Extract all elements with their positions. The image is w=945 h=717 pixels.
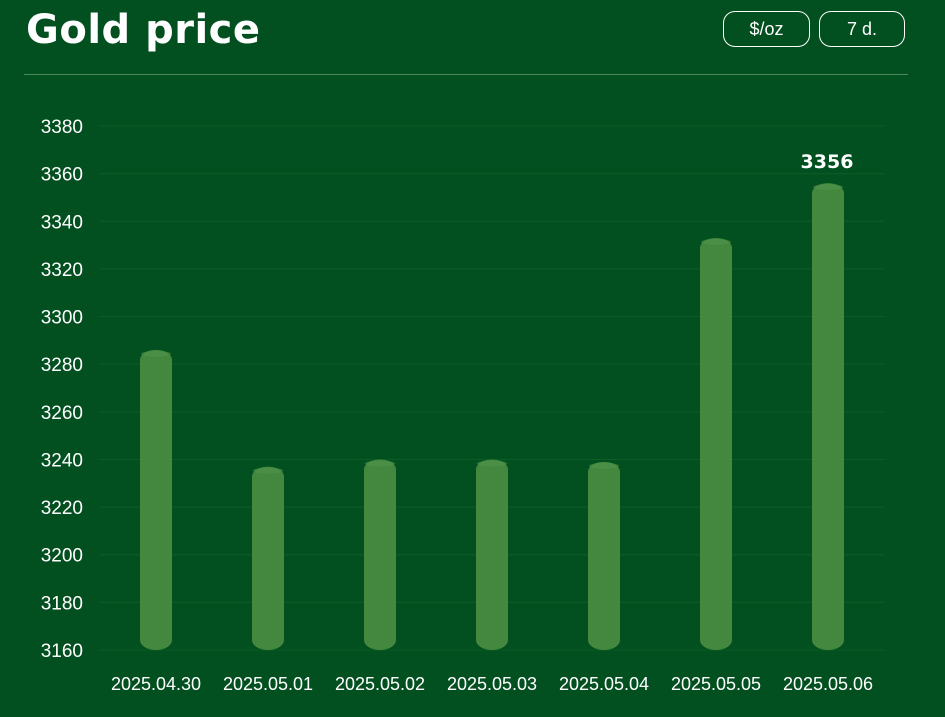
header-divider — [24, 74, 908, 75]
bar — [588, 461, 620, 650]
y-tick-label: 3240 — [41, 450, 83, 471]
y-axis-ticks: 3160 3180 3200 3220 3240 3260 3280 3300 3320 3340… — [41, 117, 83, 662]
bar — [140, 349, 172, 650]
x-tick-label: 2025.05.02 — [335, 674, 425, 694]
y-tick-label: 3340 — [41, 212, 83, 233]
x-tick-label: 2025.05.03 — [447, 674, 537, 694]
bar — [700, 237, 732, 651]
y-tick-label: 3280 — [41, 355, 83, 376]
x-axis-labels: 2025.04.30 2025.05.01 2025.05.02 2025.05.03… — [111, 674, 873, 694]
y-tick-label: 3360 — [41, 165, 83, 186]
bar-cap — [589, 462, 619, 469]
bar-cap — [701, 238, 731, 245]
bar-cap — [813, 184, 843, 191]
data-labels: 3356 — [801, 151, 854, 173]
y-tick-label: 3380 — [41, 117, 83, 138]
y-tick-label: 3160 — [41, 641, 83, 662]
x-tick-label: 2025.05.01 — [223, 674, 313, 694]
y-tick-label: 3260 — [41, 403, 83, 424]
unit-toggle-button[interactable]: $/oz — [723, 11, 810, 47]
bar-cap — [477, 460, 507, 467]
x-tick-label: 2025.05.06 — [783, 674, 873, 694]
bar-cap — [365, 460, 395, 467]
bar — [476, 459, 508, 650]
x-tick-label: 2025.04.30 — [111, 674, 201, 694]
y-tick-label: 3300 — [41, 308, 83, 329]
bar — [252, 466, 284, 650]
y-tick-label: 3200 — [41, 546, 83, 567]
data-label: 3356 — [801, 151, 854, 173]
x-tick-label: 2025.05.04 — [559, 674, 649, 694]
y-tick-label: 3220 — [41, 498, 83, 519]
bar — [812, 183, 844, 650]
bar-cap — [141, 350, 171, 357]
x-tick-label: 2025.05.05 — [671, 674, 761, 694]
y-tick-label: 3320 — [41, 260, 83, 281]
bars — [140, 183, 844, 651]
page-title: Gold price — [26, 7, 261, 53]
time-range-button[interactable]: 7 d. — [819, 11, 905, 47]
y-tick-label: 3180 — [41, 593, 83, 614]
bar-cap — [253, 467, 283, 474]
bar — [364, 459, 396, 650]
